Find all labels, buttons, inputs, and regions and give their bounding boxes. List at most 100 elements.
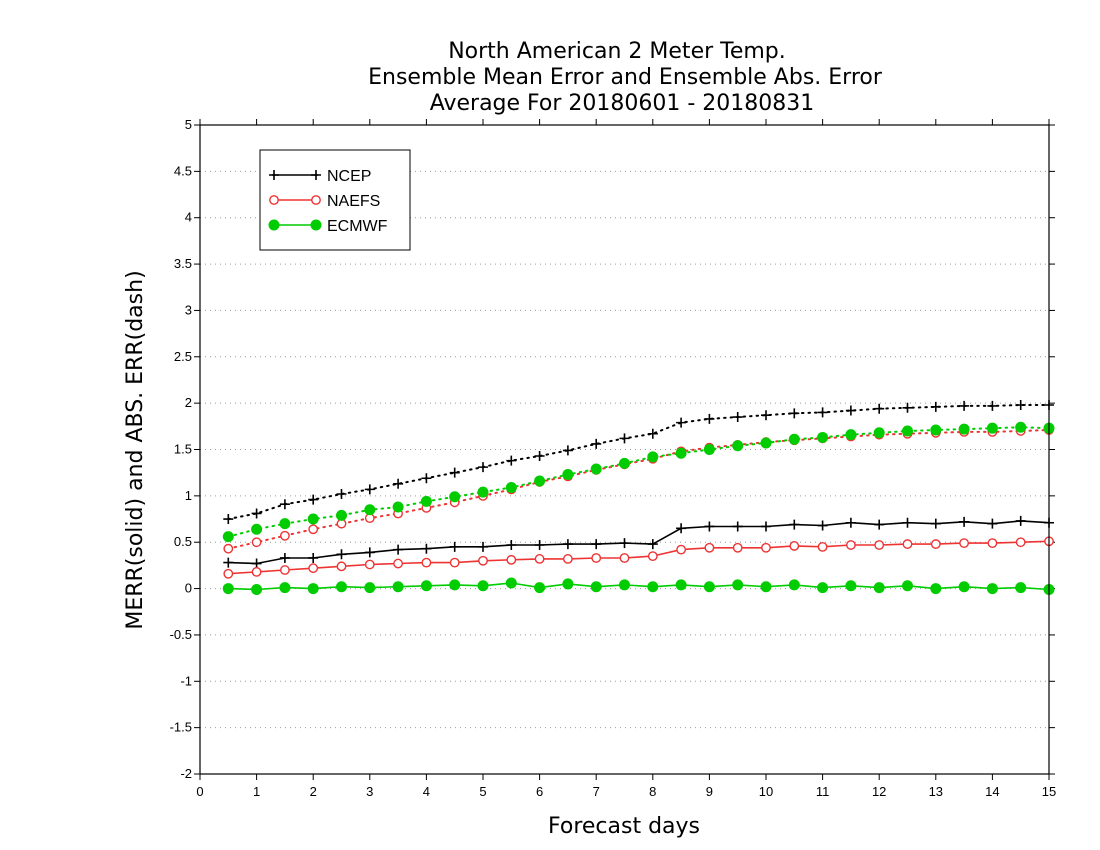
data-point-naefs-merr (902, 539, 913, 549)
data-point-ncep-abs_err (789, 408, 800, 419)
legend-marker-left (269, 195, 279, 205)
series-line-naefs-abs_err (227, 429, 1050, 550)
series-ecmwf (222, 421, 1055, 595)
y-tick-label: 5 (185, 117, 192, 132)
x-tick-label: 6 (536, 784, 543, 799)
data-point-ecmwf-abs_err (958, 423, 970, 435)
data-point-ncep-merr (732, 521, 743, 532)
data-point-ecmwf-merr (703, 581, 715, 593)
data-point-naefs-merr (987, 538, 998, 549)
chart-title: North American 2 Meter Temp. Ensemble Me… (368, 39, 883, 116)
data-point-ecmwf-abs_err (336, 509, 347, 521)
data-point-ecmwf-merr (420, 580, 432, 592)
data-point-naefs-merr (308, 563, 319, 574)
y-tick-label: 0 (185, 581, 192, 596)
data-point-ncep-merr (789, 519, 800, 530)
y-tick-label: 4 (185, 210, 192, 225)
data-point-ecmwf-abs_err (873, 427, 885, 439)
y-tick-label: 0.5 (174, 534, 192, 549)
x-tick-label: 1 (253, 784, 260, 799)
data-point-naefs-abs_err (251, 537, 262, 548)
data-point-ecmwf-merr (505, 577, 517, 589)
data-point-ecmwf-merr (392, 581, 404, 593)
data-point-ecmwf-abs_err (562, 469, 574, 481)
data-point-naefs-merr (251, 566, 262, 577)
data-point-ecmwf-merr (732, 579, 744, 591)
data-point-ecmwf-merr (675, 579, 687, 591)
data-point-ncep-abs_err (562, 445, 573, 456)
data-point-naefs-abs_err (279, 530, 290, 541)
y-tick-label: -2 (180, 766, 192, 781)
chart-title-line-3: Average For 20180601 - 20180831 (430, 91, 815, 116)
data-point-ecmwf-abs_err (1015, 421, 1027, 433)
data-point-ecmwf-merr (590, 581, 602, 593)
data-point-ncep-abs_err (845, 405, 856, 416)
series-line-naefs-merr (228, 540, 1050, 575)
data-point-ecmwf-abs_err (279, 518, 291, 530)
series-naefs (223, 425, 1054, 579)
data-point-ecmwf-abs_err (986, 422, 998, 434)
series-ncep (223, 399, 1054, 569)
data-point-ecmwf-abs_err (675, 447, 687, 459)
series-line-ecmwf-abs_err (227, 426, 1050, 538)
data-point-ecmwf-abs_err (930, 424, 942, 436)
data-point-ncep-merr (449, 541, 460, 552)
data-point-naefs-merr (421, 557, 432, 568)
x-axis-ticks: 0 1 2 3 4 5 6 7 8 9 10 11 12 13 14 15 (196, 119, 1056, 799)
data-point-ncep-merr (930, 518, 941, 529)
data-point-ncep-abs_err (591, 438, 602, 449)
data-point-ncep-merr (704, 521, 715, 532)
data-point-ecmwf-merr (817, 582, 829, 594)
data-point-naefs-merr (874, 540, 885, 550)
data-point-naefs-merr (279, 565, 290, 575)
data-point-ncep-abs_err (619, 433, 630, 444)
legend-item-ecmwf: ECMWF (268, 218, 388, 235)
data-point-ncep-merr (817, 520, 828, 531)
data-point-ecmwf-abs_err (760, 437, 772, 449)
data-point-ecmwf-abs_err (817, 431, 829, 443)
data-point-ncep-abs_err (506, 455, 517, 466)
data-point-ecmwf-abs_err (619, 457, 630, 469)
data-point-ncep-merr (647, 539, 658, 550)
data-point-ecmwf-abs_err (703, 444, 715, 455)
data-point-ecmwf-abs_err (647, 451, 659, 463)
data-point-ncep-merr (987, 518, 998, 529)
legend: NCEP NAEFS ECMWF (259, 149, 411, 251)
data-point-ncep-abs_err (676, 417, 687, 428)
data-point-ecmwf-merr (477, 580, 489, 592)
data-point-ecmwf-merr (449, 579, 461, 591)
data-point-ecmwf-merr (760, 581, 772, 593)
data-point-naefs-merr (789, 541, 800, 551)
data-point-naefs-merr (591, 553, 602, 563)
data-point-ncep-merr (761, 521, 771, 532)
data-point-ncep-abs_err (732, 412, 743, 423)
data-point-naefs-merr (563, 554, 573, 564)
legend-item-ncep: NCEP (269, 168, 371, 185)
series-line-ncep-abs_err (227, 404, 1050, 520)
legend-marker-right (310, 219, 322, 231)
x-tick-label: 5 (479, 784, 486, 799)
y-tick-label: -1 (180, 673, 192, 688)
data-point-naefs-merr (364, 559, 375, 570)
x-tick-label: 2 (310, 784, 317, 799)
data-point-ecmwf-abs_err (902, 425, 913, 437)
y-tick-label: -0.5 (170, 627, 192, 642)
data-point-ncep-merr (279, 552, 290, 563)
x-tick-label: 15 (1042, 784, 1056, 799)
y-axis-label: MERR(solid) and ABS. ERR(dash) (123, 270, 148, 629)
data-point-naefs-merr (1015, 537, 1026, 548)
data-point-ecmwf-merr (986, 583, 998, 595)
chart-title-line-2: Ensemble Mean Error and Ensemble Abs. Er… (368, 65, 883, 90)
y-tick-label: 3.5 (174, 256, 192, 271)
data-point-naefs-merr (393, 558, 403, 569)
data-point-naefs-merr (478, 555, 488, 566)
data-point-ncep-merr (421, 543, 432, 554)
data-point-ecmwf-abs_err (732, 440, 744, 452)
data-point-ncep-merr (364, 547, 375, 558)
data-point-ncep-abs_err (478, 462, 488, 473)
data-point-ncep-abs_err (223, 514, 234, 525)
x-tick-label: 10 (759, 784, 773, 799)
data-point-ncep-abs_err (647, 428, 658, 439)
data-point-naefs-merr (619, 553, 630, 563)
